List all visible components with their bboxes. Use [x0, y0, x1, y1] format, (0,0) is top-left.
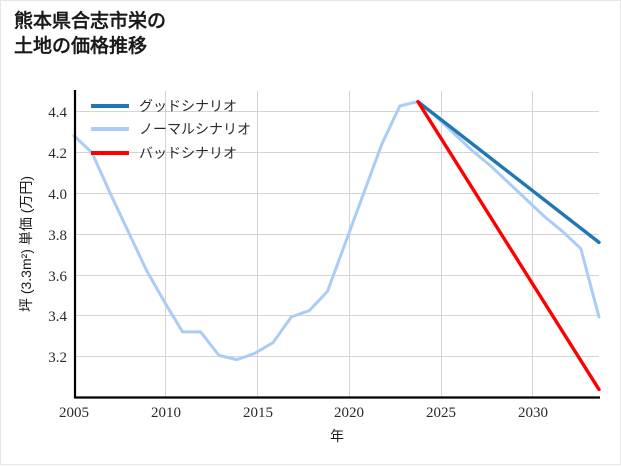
- y-tick-4.2: 4.2: [48, 146, 67, 162]
- y-tick-3.6: 3.6: [48, 269, 67, 285]
- legend-label-good: グッドシナリオ: [139, 99, 237, 115]
- y-tick-3.2: 3.2: [48, 350, 67, 366]
- y-axis-title: 坪 (3.3m²) 単価 (万円): [18, 176, 34, 312]
- legend-item-normal[interactable]: ノーマルシナリオ: [91, 123, 251, 138]
- x-tick-2025: 2025: [426, 405, 456, 421]
- y-tick-4.0: 4.0: [48, 187, 67, 203]
- series-line-bad: [416, 99, 601, 392]
- y-tick-4.4: 4.4: [48, 105, 67, 121]
- axis-spines: [73, 90, 600, 399]
- y-tick-3.8: 3.8: [48, 228, 67, 244]
- series-line-normal: [72, 100, 601, 362]
- x-tick-2015: 2015: [243, 405, 273, 421]
- x-axis-title: 年: [330, 428, 344, 444]
- x-tick-labels: 2005 2010 2015 2020 2025 2030: [59, 405, 548, 421]
- x-tick-2020: 2020: [334, 405, 364, 421]
- page-title: 熊本県合志市栄の 土地の価格推移: [14, 9, 166, 59]
- legend-label-normal: ノーマルシナリオ: [139, 123, 251, 138]
- legend-label-bad: バッドシナリオ: [139, 147, 237, 162]
- page-title-line-2: 土地の価格推移: [14, 36, 148, 57]
- x-tick-2005: 2005: [59, 405, 89, 421]
- series-line-good: [416, 99, 601, 245]
- series-group: [72, 99, 601, 392]
- x-tick-2030: 2030: [518, 405, 548, 421]
- legend-item-bad[interactable]: バッドシナリオ: [91, 147, 237, 162]
- legend: グッドシナリオ ノーマルシナリオ バッドシナリオ: [91, 99, 251, 162]
- y-tick-labels: 4.4 4.2 4.0 3.8 3.6 3.4 3.2: [48, 105, 67, 366]
- y-gridlines: [74, 111, 599, 357]
- legend-item-good[interactable]: グッドシナリオ: [91, 99, 237, 115]
- page-title-line-1: 熊本県合志市栄の: [14, 11, 167, 32]
- x-tick-2010: 2010: [151, 405, 181, 421]
- y-tick-3.4: 3.4: [48, 309, 67, 325]
